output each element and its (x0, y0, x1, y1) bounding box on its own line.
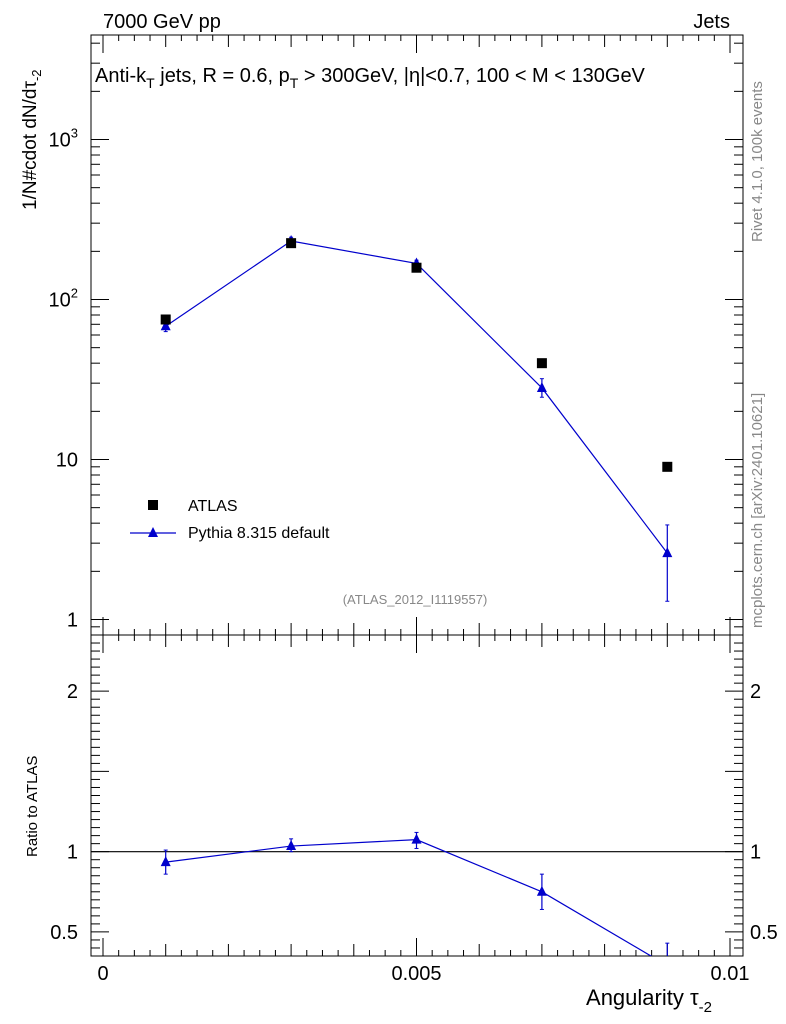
ratio-point (286, 840, 297, 851)
xlabel: Angularity τ-2 (586, 985, 712, 1016)
legend: ATLAS Pythia 8.315 default (130, 498, 330, 542)
legend-atlas-marker (148, 500, 158, 510)
mcplots-label: mcplots.cern.ch [arXiv:2401.10621] (749, 393, 766, 628)
legend-pythia-label: Pythia 8.315 default (188, 525, 330, 542)
y-tick-label: 0.5 (50, 922, 78, 944)
ratio-point (662, 960, 672, 970)
atlas-point (536, 358, 547, 369)
header-right: Jets (693, 11, 730, 33)
pythia-point (160, 320, 171, 331)
y-tick-label: 102 (49, 286, 78, 312)
plot-title: Anti-kT jets, R = 0.6, pT > 300GeV, |η|<… (95, 65, 646, 91)
x-tick-label: 0.005 (391, 963, 441, 985)
legend-pythia-marker (148, 527, 158, 537)
atlas-point (286, 238, 297, 249)
y-tick-label: 103 (49, 126, 78, 152)
pythia-point (662, 547, 673, 558)
y-tick-label: 1 (67, 609, 78, 631)
y-tick-label-right: 0.5 (750, 922, 778, 944)
y-tick-label: 1 (67, 842, 78, 864)
pythia-line (165, 240, 668, 554)
legend-atlas-label: ATLAS (188, 498, 238, 515)
y-tick-label: 10 (56, 450, 78, 472)
analysis-id: (ATLAS_2012_I1119557) (343, 592, 488, 607)
y-tick-label-right: 2 (750, 681, 761, 703)
ratio-data-marks (160, 831, 672, 970)
y-tick-label: 2 (67, 681, 78, 703)
ratio-point (536, 885, 547, 896)
pythia-point (536, 381, 547, 392)
x-tick-label: 0 (97, 963, 108, 985)
y-tick-label-right: 1 (750, 842, 761, 864)
rivet-label: Rivet 4.1.0, 100k events (749, 81, 766, 242)
header-left: 7000 GeV pp (103, 11, 221, 33)
main-panel-frame (90, 34, 744, 636)
ratio-axes: 0 0.005 0.010.5 0.51 12 2 (50, 634, 778, 985)
atlas-point (411, 262, 422, 273)
ylabel-main: 1/N#cdot dN/dτ-2 (20, 69, 44, 210)
atlas-point (662, 461, 673, 472)
ratio-point (160, 856, 171, 867)
ylabel-ratio: Ratio to ATLAS (24, 756, 41, 857)
x-tick-label: 0.01 (711, 963, 750, 985)
main-axes: 1 10 102 103 (49, 35, 743, 636)
ratio-point (411, 833, 422, 844)
atlas-point (160, 314, 171, 325)
main-data-marks (160, 235, 673, 602)
ratio-panel-frame (90, 634, 744, 957)
